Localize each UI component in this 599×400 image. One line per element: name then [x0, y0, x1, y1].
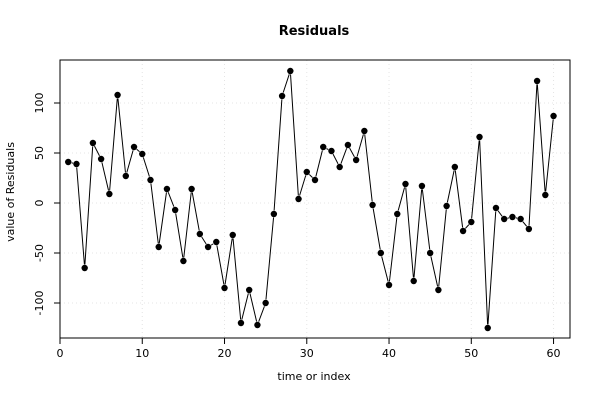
data-point	[147, 176, 154, 184]
data-point	[73, 160, 80, 168]
data-point	[65, 158, 72, 166]
y-tick-label: 50	[33, 146, 46, 160]
data-point	[287, 67, 294, 75]
data-point	[542, 191, 549, 199]
data-point	[410, 277, 417, 285]
data-point	[171, 206, 179, 214]
data-point	[163, 185, 171, 193]
chart-title: Residuals	[279, 24, 350, 39]
data-point	[500, 215, 508, 223]
data-point	[204, 243, 212, 251]
data-point	[336, 163, 343, 171]
x-tick-label: 40	[382, 347, 396, 360]
data-point	[402, 180, 409, 188]
data-point	[295, 195, 302, 203]
data-point	[385, 281, 393, 289]
data-point	[361, 127, 368, 135]
data-point	[130, 143, 138, 151]
data-point	[426, 249, 434, 257]
data-point	[196, 230, 204, 238]
data-point	[320, 143, 327, 151]
x-tick-label: 50	[464, 347, 478, 360]
x-tick-label: 60	[547, 347, 561, 360]
data-point	[97, 155, 105, 163]
data-point	[311, 176, 319, 184]
x-tick-label: 0	[57, 347, 64, 360]
data-point	[254, 321, 261, 329]
grid	[59, 60, 570, 338]
data-point	[492, 204, 500, 212]
data-point	[525, 225, 533, 233]
data-point	[139, 150, 146, 158]
data-point	[517, 215, 524, 223]
data-point	[188, 185, 195, 193]
data-point	[484, 324, 491, 332]
data-point	[443, 202, 450, 210]
data-point	[418, 182, 426, 190]
data-point	[114, 91, 121, 99]
data-point	[476, 133, 483, 141]
x-axis: 0 10 20 30 40 50 60	[57, 338, 561, 360]
data-point	[278, 92, 286, 100]
data-point	[459, 227, 467, 235]
data-point	[270, 210, 278, 218]
x-axis-title: time or index	[277, 370, 351, 383]
y-axis: -100 -50 0 50 100	[33, 93, 60, 316]
data-point	[435, 286, 442, 294]
data-point	[509, 213, 516, 221]
data-point	[106, 190, 113, 198]
data-point	[550, 112, 557, 120]
data-point	[155, 243, 162, 251]
data-point	[213, 238, 220, 246]
y-axis-title: value of Residuals	[4, 142, 17, 242]
data-point	[229, 231, 236, 239]
data-points	[64, 67, 558, 332]
data-point	[328, 147, 335, 155]
data-point	[352, 156, 360, 164]
y-tick-label: 100	[33, 93, 46, 114]
data-point	[468, 218, 475, 226]
data-point	[180, 257, 187, 265]
data-point	[245, 286, 253, 294]
data-point	[89, 139, 97, 147]
data-point	[394, 210, 401, 218]
x-tick-label: 20	[218, 347, 232, 360]
data-point	[303, 168, 310, 176]
y-tick-label: -50	[33, 244, 46, 262]
data-point	[221, 284, 228, 292]
y-tick-label: -100	[33, 291, 46, 316]
data-point	[451, 163, 459, 171]
x-tick-label: 10	[135, 347, 149, 360]
plot-frame	[59, 59, 571, 339]
data-point	[344, 141, 352, 149]
data-point	[122, 172, 130, 180]
x-tick-label: 30	[300, 347, 314, 360]
y-tick-label: 0	[33, 200, 46, 207]
data-point	[377, 249, 385, 257]
data-point	[369, 201, 376, 209]
data-point	[81, 264, 88, 272]
data-point	[237, 319, 245, 327]
data-point	[533, 77, 541, 85]
data-point	[262, 299, 269, 307]
series-line	[68, 70, 555, 329]
